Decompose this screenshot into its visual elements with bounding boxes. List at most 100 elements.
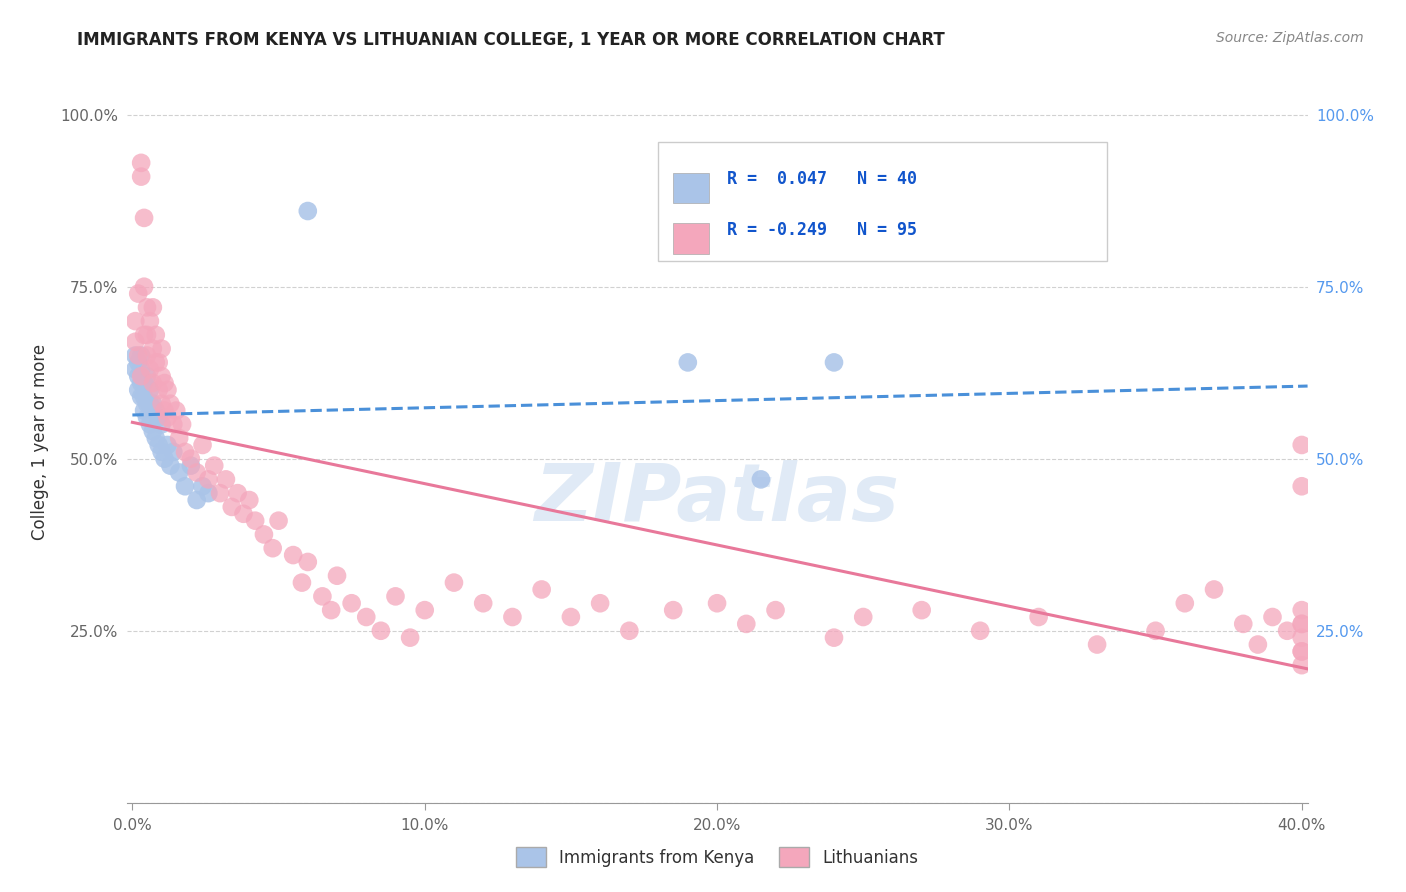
Point — [139, 314, 162, 328]
Point — [148, 438, 170, 452]
Point — [129, 376, 152, 390]
Point — [153, 403, 176, 417]
Point — [311, 590, 333, 604]
Point — [1291, 644, 1313, 658]
Point — [172, 417, 194, 432]
Point — [1261, 610, 1284, 624]
Point — [132, 376, 155, 390]
Point — [1028, 610, 1050, 624]
Point — [139, 362, 162, 376]
Point — [142, 376, 165, 390]
Point — [129, 369, 152, 384]
Point — [262, 541, 284, 556]
Point — [1291, 644, 1313, 658]
Point — [823, 631, 845, 645]
Point — [326, 568, 349, 582]
Point — [129, 362, 152, 376]
Point — [180, 451, 202, 466]
Point — [706, 596, 728, 610]
Point — [191, 479, 214, 493]
Point — [297, 204, 319, 219]
Point — [148, 410, 170, 425]
Point — [1291, 479, 1313, 493]
Point — [162, 445, 184, 459]
Point — [238, 493, 260, 508]
Point — [1085, 638, 1108, 652]
Point — [297, 555, 319, 569]
Point — [136, 397, 159, 411]
Text: ZIPatlas: ZIPatlas — [534, 460, 900, 539]
Point — [139, 383, 162, 397]
Point — [191, 438, 214, 452]
Point — [145, 403, 167, 417]
Point — [1291, 616, 1313, 631]
Point — [501, 610, 523, 624]
Point — [148, 355, 170, 369]
Point — [174, 445, 197, 459]
Point — [267, 514, 290, 528]
Point — [243, 514, 266, 528]
Point — [150, 397, 173, 411]
Point — [129, 156, 152, 170]
Point — [413, 603, 436, 617]
Point — [165, 403, 187, 417]
Point — [132, 327, 155, 342]
Point — [124, 314, 146, 328]
Point — [127, 349, 149, 363]
Text: Source: ZipAtlas.com: Source: ZipAtlas.com — [1216, 31, 1364, 45]
Point — [127, 286, 149, 301]
Point — [129, 349, 152, 363]
FancyBboxPatch shape — [673, 223, 709, 253]
Point — [911, 603, 934, 617]
Point — [139, 397, 162, 411]
Point — [1247, 638, 1270, 652]
Point — [136, 410, 159, 425]
Point — [136, 369, 159, 384]
Point — [1291, 616, 1313, 631]
Point — [354, 610, 377, 624]
FancyBboxPatch shape — [658, 142, 1107, 260]
Point — [399, 631, 422, 645]
Point — [127, 369, 149, 384]
Point — [749, 472, 772, 486]
Point — [142, 342, 165, 356]
Point — [186, 466, 208, 480]
Point — [215, 472, 238, 486]
Point — [139, 417, 162, 432]
Point — [197, 472, 219, 486]
Point — [150, 445, 173, 459]
Point — [127, 383, 149, 397]
Point — [969, 624, 991, 638]
Point — [162, 417, 184, 432]
Point — [136, 301, 159, 315]
Point — [127, 355, 149, 369]
Text: R =  0.047   N = 40: R = 0.047 N = 40 — [727, 170, 917, 188]
Point — [136, 349, 159, 363]
Point — [150, 369, 173, 384]
Point — [676, 355, 699, 369]
Point — [156, 410, 179, 425]
Point — [1202, 582, 1225, 597]
Point — [142, 301, 165, 315]
Point — [148, 383, 170, 397]
Point — [167, 431, 190, 445]
Point — [1144, 624, 1167, 638]
Point — [340, 596, 363, 610]
Point — [1174, 596, 1197, 610]
Point — [1232, 616, 1254, 631]
Point — [443, 575, 465, 590]
Point — [145, 431, 167, 445]
Point — [142, 397, 165, 411]
Point — [180, 458, 202, 473]
Point — [1291, 438, 1313, 452]
Point — [167, 466, 190, 480]
Point — [153, 451, 176, 466]
Point — [150, 342, 173, 356]
Point — [472, 596, 495, 610]
Point — [370, 624, 392, 638]
Point — [145, 327, 167, 342]
Point — [253, 527, 276, 541]
Point — [124, 334, 146, 349]
Point — [124, 362, 146, 376]
Point — [589, 596, 612, 610]
